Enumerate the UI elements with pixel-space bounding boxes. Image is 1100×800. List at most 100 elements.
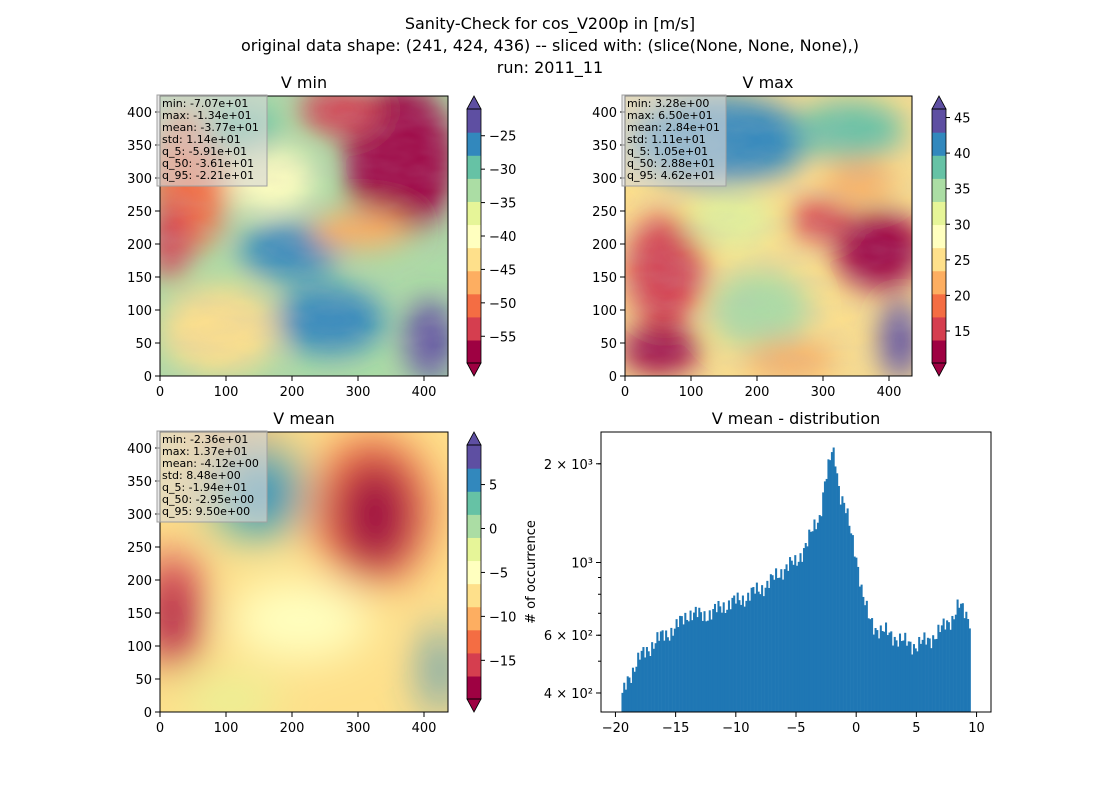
histogram-bar (677, 627, 680, 712)
colorbar-tick-label: −5 (489, 566, 508, 581)
y-tick-350: 350 (127, 475, 160, 490)
histogram-bar (928, 638, 931, 712)
histogram-bar (679, 615, 682, 712)
stat-std: std: 1.11e+01 (627, 133, 706, 146)
x-tick-0: 0 (156, 376, 164, 400)
y-tick-label: 300 (592, 172, 617, 187)
histogram-bar (668, 640, 671, 712)
histogram-bar (911, 654, 914, 712)
colorbar-frame (931, 108, 947, 364)
y-tick-100: 100 (127, 640, 160, 655)
colorbar-segment (932, 293, 946, 318)
x-tick-100: 100 (214, 376, 238, 400)
histogram-bar (738, 600, 741, 712)
histogram-bar (766, 580, 769, 712)
histogram-bar (946, 620, 949, 712)
x-tick-300: 300 (346, 376, 370, 400)
histogram-bar (871, 618, 874, 712)
colorbar-tick-label: 20 (954, 289, 971, 304)
histogram-bar (785, 564, 788, 712)
histogram-bar (912, 644, 915, 712)
y-tick-0: 0 (144, 370, 160, 385)
colorbar-segment (467, 514, 481, 538)
histogram-bar (902, 640, 905, 712)
stat-max: max: 6.50e+01 (627, 109, 713, 122)
x-tick-label: 300 (346, 721, 371, 736)
colorbar-segment (467, 468, 481, 492)
histogram-bar (734, 603, 737, 712)
colorbar-segment (467, 629, 481, 654)
histogram-bar (717, 600, 720, 712)
histogram-bar (942, 618, 945, 712)
colorbar-tick-label: 5 (489, 479, 497, 494)
y-tick-50: 50 (135, 337, 160, 352)
histogram-bar (933, 639, 936, 712)
histogram-bar (780, 569, 783, 712)
figure-title-line-1: Sanity-Check for cos_V200p in [m/s] (405, 14, 695, 34)
colorbar-extend-max (931, 95, 947, 110)
x-tick-label: −15 (662, 721, 689, 736)
histogram-bar (872, 634, 875, 712)
stat-q95: q_95: 9.50e+00 (162, 505, 250, 518)
stats-box: min: -2.36e+01 max: 1.37e+01 mean: -4.12… (156, 430, 268, 523)
x-tick-label: 200 (280, 721, 305, 736)
histogram-bar (712, 609, 715, 712)
y-tick-label: 200 (127, 574, 152, 589)
histogram-bar (628, 677, 631, 712)
panel-v-max: V max 0 100 200 300 400 (592, 73, 970, 400)
y-tick-label: 200 (592, 238, 617, 253)
histogram-bar (715, 612, 718, 712)
histogram-bar (960, 603, 963, 712)
histogram-bar (940, 625, 943, 712)
histogram-bar (696, 617, 699, 712)
histogram-bar (797, 561, 800, 712)
colorbar-tick-label: −15 (489, 654, 516, 669)
x-tick-label: 400 (877, 385, 902, 400)
stat-min: min: -2.36e+01 (162, 433, 248, 446)
x-tick-0: 0 (156, 712, 164, 736)
histogram-bar (876, 630, 879, 712)
histogram-bar (802, 548, 806, 712)
histogram-bar (867, 618, 870, 712)
histogram-bar (890, 631, 893, 712)
x-tick-label: 200 (745, 385, 770, 400)
colorbar: −15 −10 −5 0 5 (466, 431, 516, 713)
histogram-bar (907, 641, 910, 712)
x-tick-0: 0 (621, 376, 629, 400)
colorbar-segment (467, 270, 481, 295)
histogram-bar (796, 565, 799, 712)
histogram-bar (769, 574, 772, 712)
histogram-bar (919, 643, 922, 712)
histogram-bar (804, 543, 807, 712)
panel-title: V max (743, 73, 794, 92)
histogram-bar (633, 671, 636, 712)
colorbar-segment (932, 155, 946, 179)
x-axis: 0 100 200 300 400 (621, 376, 902, 400)
colorbar-segment (467, 606, 481, 631)
histogram-bar (837, 486, 840, 712)
colorbar-tick-label: 45 (954, 112, 971, 127)
stat-q50: q_50: -3.61e+01 (162, 157, 254, 170)
y-tick-label: 6 × 10² (544, 629, 593, 644)
colorbar-segment (467, 224, 481, 249)
y-tick-50: 50 (135, 673, 160, 688)
stat-q5: q_5: -5.91e+01 (162, 145, 247, 158)
histogram-bar (663, 640, 666, 712)
y-tick-label: 10³ (571, 556, 593, 571)
y-tick-400: 400 (127, 442, 160, 457)
histogram-bar (848, 525, 851, 712)
histogram-bar (761, 585, 764, 712)
y-tick-label: 150 (127, 271, 152, 286)
colorbar-tick-label: −55 (489, 330, 516, 345)
colorbar-tick-label: −35 (489, 197, 516, 212)
colorbar-segment (467, 583, 481, 608)
colorbar-segment (467, 178, 481, 202)
x-tick-label: 200 (280, 385, 305, 400)
stat-mean: mean: 2.84e+01 (627, 121, 720, 134)
histogram-bar (710, 619, 713, 712)
x-tick-200: 200 (280, 376, 305, 400)
histogram-bar (759, 594, 762, 712)
x-axis: 0 100 200 300 400 (156, 376, 436, 400)
histogram-bar (923, 632, 926, 712)
histogram-bar (956, 599, 959, 712)
